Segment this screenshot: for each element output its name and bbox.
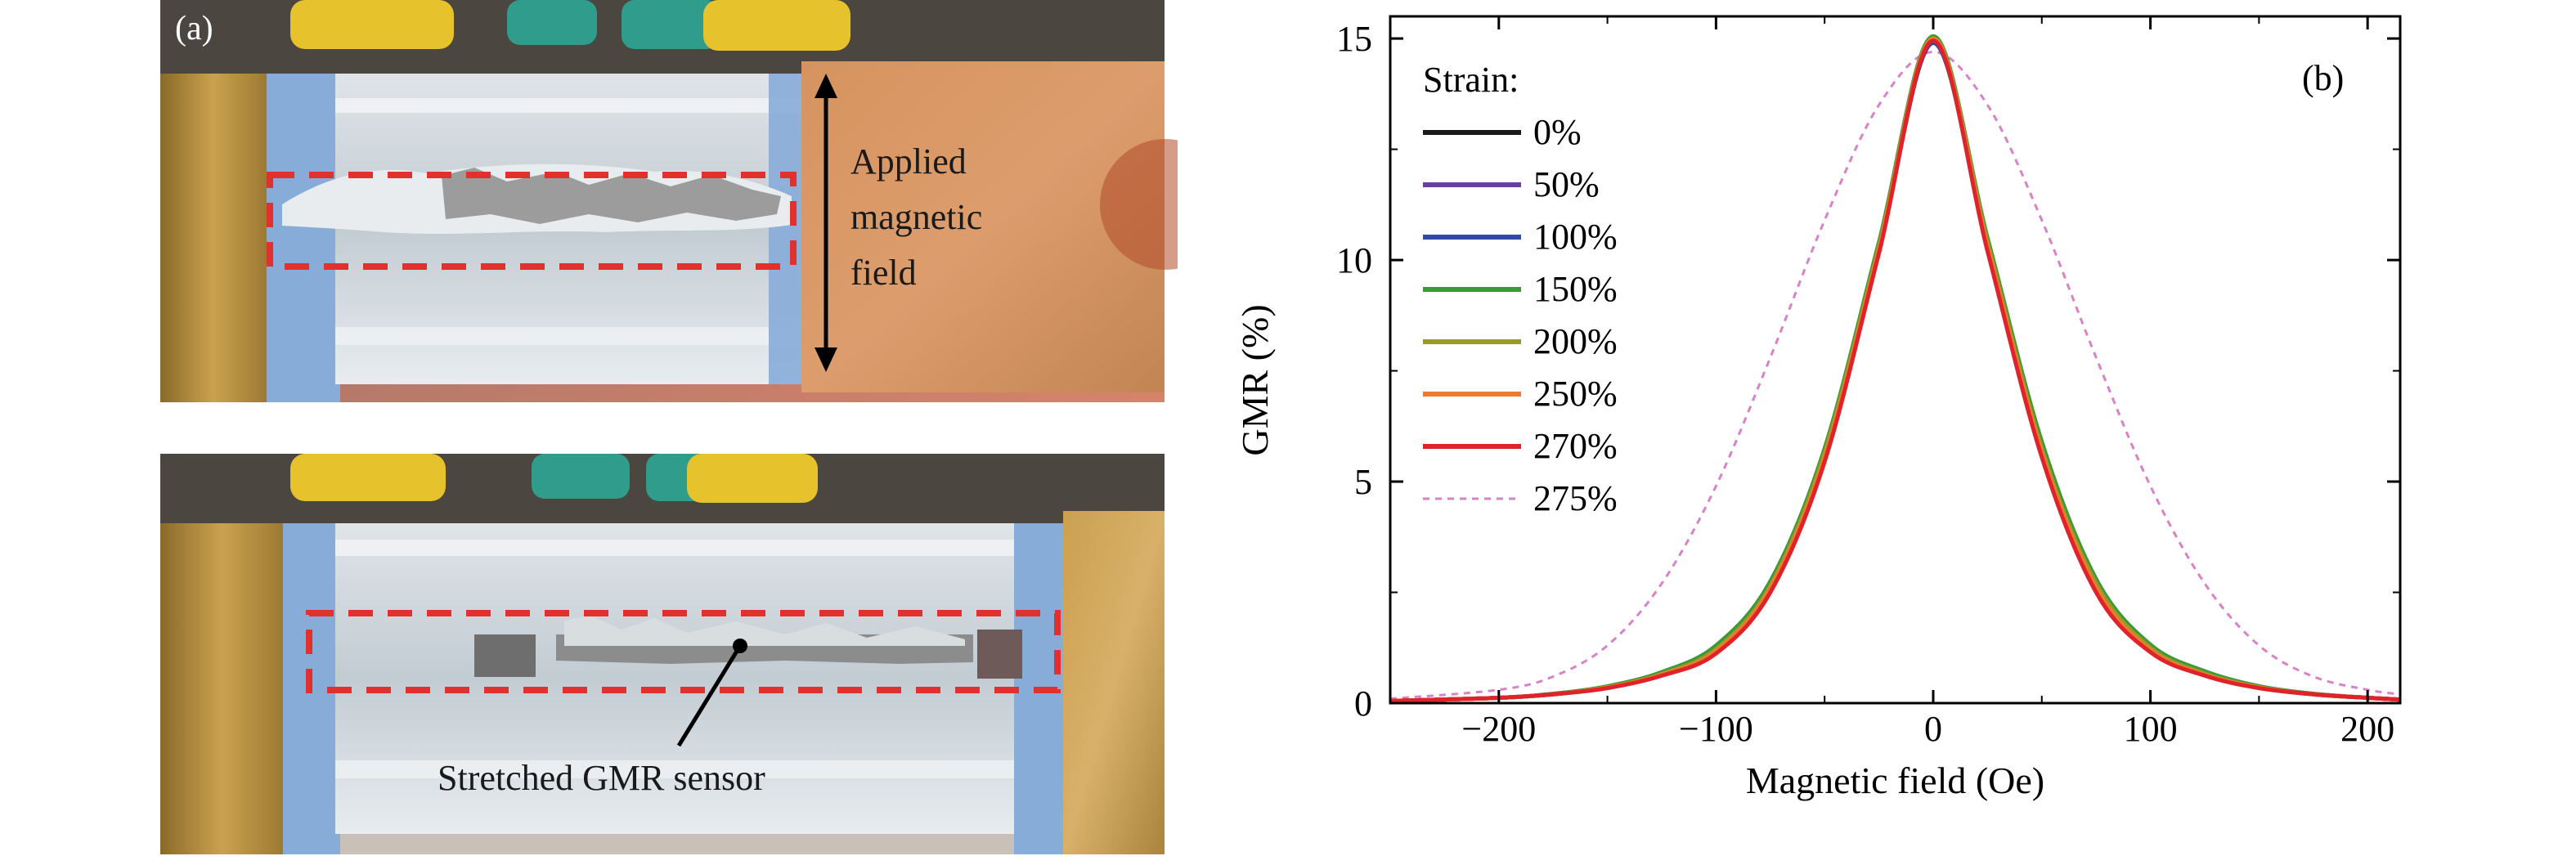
x-tick-label: 0 xyxy=(1924,709,1942,749)
yellow-clip xyxy=(290,0,454,49)
y-tick-label: 10 xyxy=(1336,240,1372,280)
arrow-head-down xyxy=(815,347,837,372)
teal-clip xyxy=(622,0,720,49)
brass-block xyxy=(1063,511,1165,854)
x-axis-label: Magnetic field (Oe) xyxy=(1746,760,2044,801)
legend-label: 0% xyxy=(1533,112,1582,152)
legend-label: 50% xyxy=(1533,164,1600,204)
panel-label-b: (b) xyxy=(2302,58,2344,98)
arrow-label-line-3: field xyxy=(850,253,917,293)
legend-title: Strain: xyxy=(1423,60,1519,100)
series-line-275-percent xyxy=(1389,50,2401,701)
legend: Strain: 0% 50% 100% 150% 200% 250% 270% 275% xyxy=(1423,60,1618,518)
series-line-270-percent xyxy=(1389,38,2401,703)
plot-frame xyxy=(1389,15,2402,705)
y-axis-label: GMR (%) xyxy=(1234,304,1276,455)
sensor-box xyxy=(306,610,1061,693)
panel-label-a: (a) xyxy=(175,10,213,47)
gmr-chart-panel: −200 −100 0 100 200 0 5 10 15 Strain: 0% 50% 100% 1… xyxy=(1210,0,2576,861)
y-tick-label: 5 xyxy=(1354,462,1372,502)
x-tick-label: 100 xyxy=(2124,709,2178,749)
legend-label: 150% xyxy=(1533,269,1618,309)
teal-clip xyxy=(532,454,630,499)
arrow-head-up xyxy=(815,74,837,98)
x-tick-label: −100 xyxy=(1679,709,1753,749)
yellow-clip xyxy=(703,0,850,51)
brass-block xyxy=(160,74,267,402)
yellow-clip xyxy=(290,454,446,501)
sensor-pad xyxy=(474,634,536,677)
arrow-label-line-1: Applied xyxy=(850,141,967,182)
x-axis-ticks: −200 −100 0 100 200 xyxy=(1389,16,2394,749)
series-curves xyxy=(1389,34,2401,703)
photo-panel: (a) Applied magnetic field Stretched GMR… xyxy=(0,0,1231,861)
blue-tape xyxy=(267,74,340,402)
yellow-clip xyxy=(687,454,818,503)
bottom-photo: Stretched GMR sensor xyxy=(160,454,1165,854)
photo-panel-svg: (a) Applied magnetic field Stretched GMR… xyxy=(160,0,1231,854)
brass-block xyxy=(160,523,283,854)
sensor-pad xyxy=(977,630,1022,679)
teal-clip xyxy=(507,0,597,45)
x-tick-label: 200 xyxy=(2340,709,2394,749)
acrylic-channel xyxy=(335,523,1047,834)
y-tick-label: 0 xyxy=(1354,683,1372,724)
arrow-label-line-2: magnetic xyxy=(850,197,982,237)
legend-label: 100% xyxy=(1533,217,1618,257)
sensor-box xyxy=(267,172,797,270)
legend-label: 200% xyxy=(1533,321,1618,361)
sensor-label: Stretched GMR sensor xyxy=(438,758,765,798)
x-tick-label: −200 xyxy=(1461,709,1536,749)
top-photo: (a) Applied magnetic field xyxy=(160,0,1231,402)
legend-label: 270% xyxy=(1533,426,1618,466)
gmr-chart: −200 −100 0 100 200 0 5 10 15 Strain: 0% 50% 100% 1… xyxy=(1234,15,2402,801)
y-tick-label: 15 xyxy=(1336,19,1372,59)
legend-label: 250% xyxy=(1533,374,1618,414)
pointer-line xyxy=(676,644,743,747)
y-axis-ticks: 0 5 10 15 xyxy=(1336,19,2400,724)
legend-label: 275% xyxy=(1533,478,1618,518)
